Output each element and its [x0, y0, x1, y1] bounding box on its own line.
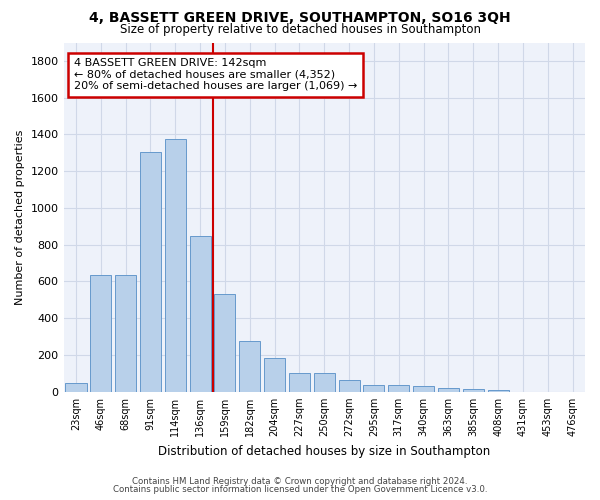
- Bar: [364, 385, 385, 392]
- Bar: [165, 139, 186, 392]
- Bar: [438, 388, 459, 392]
- Text: 4 BASSETT GREEN DRIVE: 142sqm
← 80% of detached houses are smaller (4,352)
20% o: 4 BASSETT GREEN DRIVE: 142sqm ← 80% of d…: [74, 58, 358, 92]
- Bar: [214, 294, 235, 392]
- Bar: [190, 236, 211, 392]
- Bar: [314, 373, 335, 392]
- Text: Contains HM Land Registry data © Crown copyright and database right 2024.: Contains HM Land Registry data © Crown c…: [132, 477, 468, 486]
- Bar: [239, 341, 260, 392]
- Bar: [388, 385, 409, 392]
- Text: Contains public sector information licensed under the Open Government Licence v3: Contains public sector information licen…: [113, 485, 487, 494]
- Y-axis label: Number of detached properties: Number of detached properties: [15, 130, 25, 305]
- Text: Size of property relative to detached houses in Southampton: Size of property relative to detached ho…: [119, 22, 481, 36]
- Bar: [338, 380, 359, 392]
- Bar: [90, 275, 112, 392]
- Bar: [115, 275, 136, 392]
- X-axis label: Distribution of detached houses by size in Southampton: Distribution of detached houses by size …: [158, 444, 490, 458]
- Bar: [264, 358, 285, 392]
- Bar: [488, 390, 509, 392]
- Bar: [140, 152, 161, 392]
- Bar: [413, 386, 434, 392]
- Bar: [463, 389, 484, 392]
- Bar: [289, 373, 310, 392]
- Text: 4, BASSETT GREEN DRIVE, SOUTHAMPTON, SO16 3QH: 4, BASSETT GREEN DRIVE, SOUTHAMPTON, SO1…: [89, 11, 511, 25]
- Bar: [65, 382, 86, 392]
